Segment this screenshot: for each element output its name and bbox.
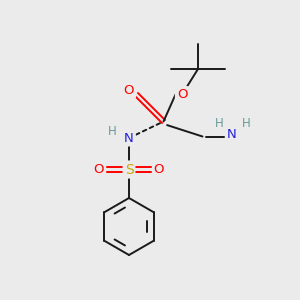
Text: N: N	[227, 128, 236, 141]
Text: H: H	[242, 117, 251, 130]
Text: O: O	[154, 163, 164, 176]
Text: O: O	[124, 83, 134, 97]
Text: O: O	[177, 88, 187, 101]
Text: N: N	[124, 131, 134, 145]
Text: H: H	[108, 125, 117, 139]
Text: H: H	[214, 117, 224, 130]
Text: S: S	[124, 163, 134, 176]
Text: O: O	[94, 163, 104, 176]
